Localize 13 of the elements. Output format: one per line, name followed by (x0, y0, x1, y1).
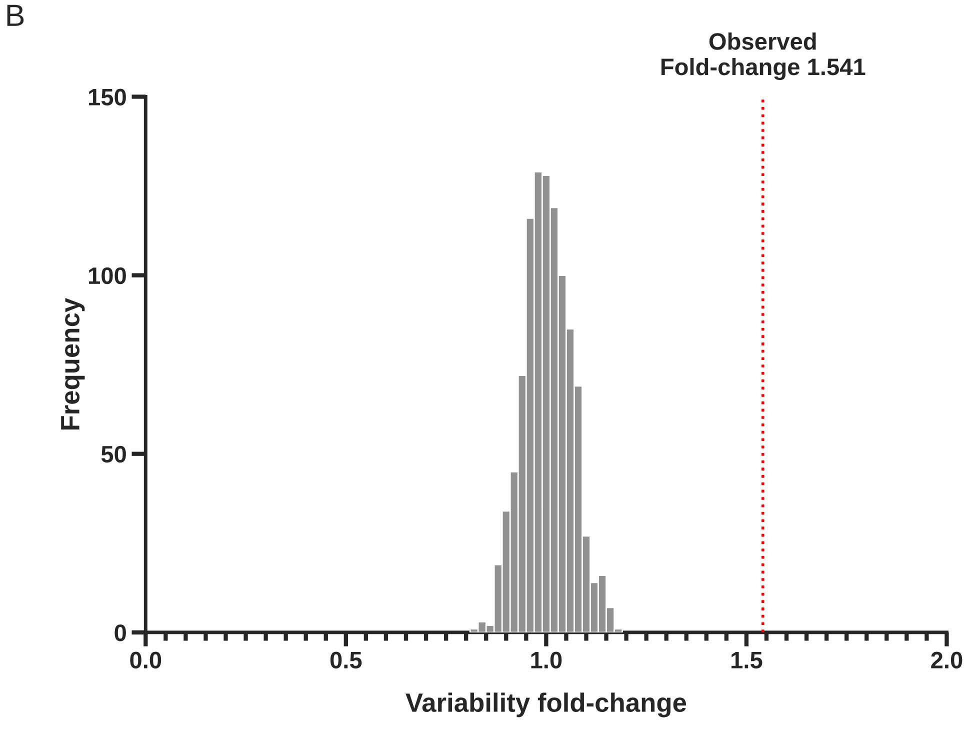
text: B (7, 4, 24, 26)
x-tick-label: 1.5 (732, 652, 762, 668)
y-tick-label: 0 (114, 624, 126, 642)
x-axis-title: Variability fold-change (406, 692, 686, 718)
y-axis-title: Frequency (61, 298, 85, 430)
y-tick-label: 50 (101, 446, 126, 463)
x-tick-label: 1.0 (531, 652, 562, 668)
x-tick-label: 0.0 (130, 652, 162, 668)
y-tick-label: 150 (88, 88, 126, 106)
y-tick-label: 100 (88, 267, 126, 284)
x-tick-label: 0.5 (330, 652, 362, 668)
ref-line-label: Observed Fold-change 1.541 (661, 32, 866, 80)
x-tick-label: 2.0 (931, 652, 962, 668)
